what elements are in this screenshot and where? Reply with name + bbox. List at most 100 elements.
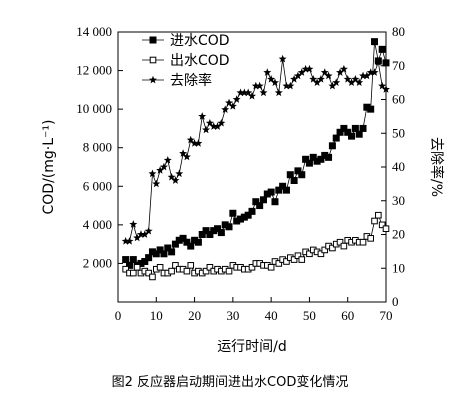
x-tick-label: 10 [150, 308, 163, 323]
influent-cod-point [156, 246, 164, 254]
y-right-tick-label: 60 [392, 92, 405, 107]
effluent-cod-point [275, 260, 283, 267]
influent-cod-point [317, 155, 325, 163]
y-left-tick-label: 6 000 [83, 178, 112, 193]
y-axis-right-title: 去除率/% [428, 137, 445, 197]
effluent-cod-point [172, 262, 179, 269]
y-left-tick-label: 14 000 [76, 24, 112, 39]
effluent-cod-point [321, 246, 329, 254]
removal-rate-point [324, 71, 333, 80]
effluent-cod-point [382, 225, 390, 233]
removal-rate-point [351, 75, 360, 83]
removal-rate-point [205, 118, 214, 127]
influent-cod-point [336, 128, 344, 136]
influent-cod-point [351, 124, 359, 132]
legend-label: 出水COD [170, 53, 230, 69]
removal-rate-point [129, 220, 138, 228]
influent-cod-point [282, 186, 290, 194]
influent-cod-point [294, 167, 302, 175]
legend-label: 进水COD [170, 33, 230, 49]
removal-rate-point [378, 81, 387, 90]
y-left-tick-label: 2 000 [83, 255, 112, 270]
y-right-tick-label: 30 [392, 193, 405, 208]
influent-cod-point [152, 250, 160, 258]
y-axis-left: 2 000 4 000 6 000 8 000 10 000 12 000 14 000 [76, 24, 123, 270]
removal-rate-point [175, 169, 184, 178]
removal-rate-point [293, 71, 302, 80]
influent-cod-point [367, 105, 375, 113]
removal-rate-point [171, 176, 180, 184]
removal-rate-point [366, 68, 375, 76]
y-right-tick-label: 70 [392, 58, 405, 73]
legend-marker [149, 36, 157, 44]
removal-rate-point [159, 162, 168, 171]
influent-cod-point [382, 59, 390, 67]
removal-rate-point [225, 98, 234, 107]
removal-rate-point [125, 237, 134, 245]
effluent-cod-point [206, 263, 214, 271]
chart: 0 10 20 30 40 50 60 70 2 000 4 000 6 000 8 000 10 0… [41, 24, 445, 355]
effluent-cod-point [225, 267, 233, 275]
effluent-cod-point [371, 217, 378, 225]
figure-caption: 图2 反应器启动期间进出水COD变化情况 [111, 375, 349, 390]
removal-rate-point [343, 75, 352, 83]
removal-rate-point [144, 226, 153, 235]
removal-rate-point [156, 166, 165, 174]
removal-rate-point [282, 81, 291, 90]
x-tick-label: 50 [303, 308, 316, 323]
effluent-cod-point [367, 235, 374, 242]
removal-rate-point [332, 78, 341, 87]
influent-cod-point [359, 124, 367, 132]
influent-cod-point [229, 209, 237, 217]
removal-rate-point [362, 71, 371, 80]
y-axis-right: 0 10 20 30 40 50 60 70 80 [381, 24, 405, 309]
influent-cod-point [267, 188, 275, 196]
legend-item: 去除率 [142, 72, 212, 89]
effluent-cod-point [306, 250, 313, 258]
influent-cod-point [348, 132, 356, 140]
effluent-cod-point [187, 262, 195, 269]
influent-cod-point [259, 196, 267, 204]
influent-cod-point [271, 198, 279, 206]
removal-rate-point [290, 75, 299, 83]
x-tick-label: 70 [380, 308, 393, 323]
influent-cod-point [183, 238, 191, 246]
influent-cod-point [378, 45, 386, 53]
removal-rate-point [313, 78, 322, 87]
influent-cod-point [171, 240, 179, 248]
removal-rate-point [248, 91, 256, 100]
effluent-cod-point [317, 250, 325, 258]
effluent-cod-point [168, 267, 175, 275]
influent-cod-point [344, 128, 352, 136]
effluent-cod-point [340, 242, 348, 250]
removal-rate-point [305, 64, 314, 73]
removal-rate-point [297, 68, 306, 76]
removal-rate-point [274, 88, 283, 97]
removal-rate-point [336, 68, 345, 76]
removal-rate-point [167, 172, 176, 181]
removal-rate-point [374, 58, 383, 66]
removal-rate-point [328, 81, 337, 90]
removal-rate-point [121, 237, 130, 245]
influent-cod-point [179, 234, 187, 242]
effluent-cod-point [267, 263, 275, 271]
influent-cod-point [164, 244, 172, 252]
removal-rate-point [232, 95, 241, 103]
removal-rate-point [182, 152, 191, 161]
removal-rate-point [186, 135, 195, 144]
influent-cod-point [256, 202, 264, 210]
legend-item: 出水COD [142, 53, 230, 69]
effluent-cod-point [294, 252, 302, 260]
y-right-tick-label: 40 [392, 159, 405, 174]
effluent-cod-point [359, 238, 367, 246]
removal-rate-point [221, 105, 230, 114]
plot-frame [117, 31, 387, 303]
effluent-cod-point [375, 211, 382, 219]
y-left-tick-label: 8 000 [83, 140, 112, 155]
influent-cod-point [328, 142, 336, 150]
removal-rate-point [179, 149, 188, 157]
influent-cod-point [298, 171, 306, 179]
removal-rate-point [140, 230, 149, 238]
influent-cod-point [252, 198, 260, 206]
series-layer [121, 38, 390, 281]
